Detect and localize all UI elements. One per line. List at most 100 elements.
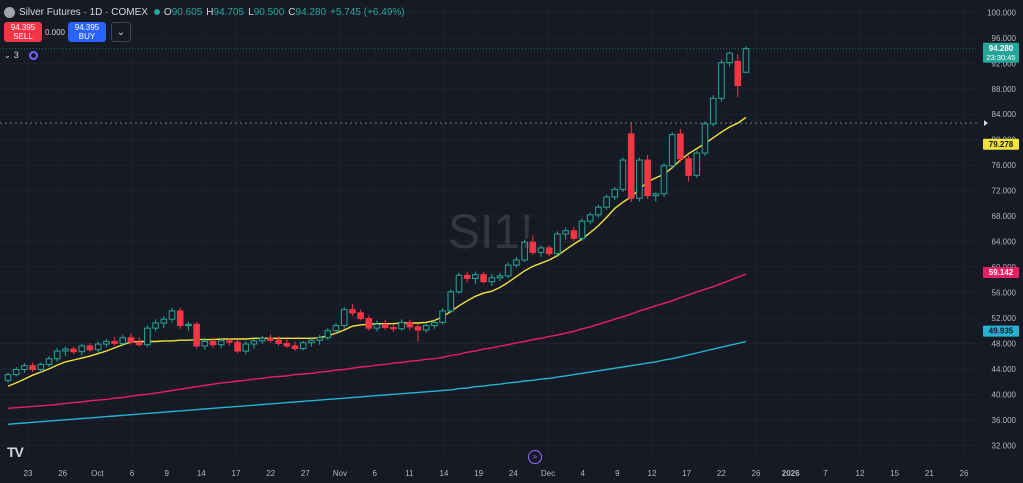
indicator-settings-icon[interactable]: [28, 50, 38, 60]
close-label: C: [288, 6, 296, 18]
candle-body: [595, 206, 602, 216]
candle-body: [152, 322, 159, 329]
ma-slow-badge-bg: [983, 325, 1019, 337]
ma-fast-badge-value: 79.278: [989, 140, 1014, 149]
x-tick-label: 15: [890, 469, 899, 478]
candle: [504, 262, 512, 279]
y-tick-label: 84.000: [992, 110, 1017, 119]
candle-body: [734, 60, 742, 87]
candle: [668, 132, 676, 169]
candle: [398, 319, 405, 331]
candle: [562, 227, 569, 240]
x-tick-label: 26: [58, 469, 67, 478]
y-tick-label: 76.000: [992, 161, 1017, 170]
candle-body: [636, 159, 643, 199]
buy-button[interactable]: 94.395 BUY: [68, 22, 106, 42]
ma-line-2: [7, 273, 747, 409]
time-axis[interactable]: 23 26 Oct 6 9 14 17 22 27 Nov 6 11 14 19 24 Dec 4 9 12 17 22…: [24, 469, 969, 478]
candle: [578, 218, 586, 241]
candle: [12, 366, 20, 377]
candle-body: [29, 365, 36, 371]
candle-body: [316, 337, 323, 341]
x-tick-label: 17: [682, 469, 691, 478]
chevron-down-icon: ⌄: [4, 50, 11, 60]
candle: [554, 231, 561, 256]
y-tick-label: 32.000: [992, 441, 1017, 450]
candle: [29, 362, 36, 373]
candle-body: [53, 350, 61, 360]
x-tick-label: 21: [925, 469, 934, 478]
candle: [586, 212, 594, 225]
candle: [316, 335, 323, 345]
candle: [357, 309, 364, 321]
candle-body: [718, 62, 725, 99]
sell-button[interactable]: 94.395 SELL: [4, 22, 42, 42]
x-tick-label: 26: [960, 469, 969, 478]
candle: [185, 321, 192, 331]
chevron-down-icon[interactable]: ⌄: [111, 22, 131, 42]
candle-body: [21, 365, 28, 371]
last-price-badge-value: 94.280: [989, 44, 1014, 53]
candle: [619, 157, 627, 192]
candle-body: [406, 321, 414, 328]
y-tick-label: 40.000: [992, 390, 1017, 399]
candle-body: [37, 363, 45, 371]
ma-fast-badge: 79.278: [983, 138, 1019, 150]
candle: [644, 154, 651, 199]
candle: [693, 150, 701, 178]
candle: [480, 272, 487, 284]
candle-body: [726, 52, 733, 64]
candle: [267, 334, 274, 343]
x-tick-label: 9: [164, 469, 169, 478]
candle-body: [168, 310, 176, 320]
candle: [127, 333, 135, 345]
x-tick-label: 14: [440, 469, 449, 478]
candle-body: [472, 274, 479, 279]
candle-body: [545, 247, 553, 255]
candle-body: [299, 342, 307, 350]
buy-price: 94.395: [74, 23, 100, 32]
candle: [349, 303, 356, 317]
candle-body: [644, 159, 651, 197]
candle-body: [480, 274, 487, 283]
indicators-toggle[interactable]: ⌄ 3: [4, 49, 38, 61]
candle: [135, 337, 143, 347]
candle: [94, 341, 102, 353]
y-tick-label: 36.000: [992, 416, 1017, 425]
x-tick-label: 22: [717, 469, 726, 478]
candle: [718, 59, 725, 102]
candle: [463, 271, 471, 283]
y-tick-label: 100.000: [987, 8, 1016, 17]
x-tick-label: Nov: [333, 469, 347, 478]
candle: [193, 321, 200, 349]
candle: [373, 320, 381, 332]
candle: [103, 338, 110, 348]
chart-grid: [0, 6, 977, 458]
candle: [365, 315, 373, 331]
x-tick-label: 4: [580, 469, 585, 478]
ma-slow-badge-value: 49.935: [989, 327, 1014, 336]
candle: [381, 319, 389, 331]
candle: [488, 274, 496, 287]
tradingview-logo-icon[interactable]: TV: [7, 444, 24, 460]
candle-body: [562, 230, 569, 235]
symbol-title[interactable]: Silver Futures · 1D · COMEX: [19, 6, 148, 18]
candle-body: [78, 345, 86, 353]
change-value: +5.745 (+6.49%): [330, 6, 405, 18]
candle-body: [619, 159, 627, 190]
candle: [513, 256, 520, 268]
go-to-date-icon[interactable]: »: [528, 450, 542, 464]
y-tick-label: 56.000: [992, 288, 1017, 297]
candle-body: [652, 193, 660, 197]
candle-body: [283, 342, 291, 347]
candle: [627, 121, 635, 203]
candle: [414, 324, 422, 342]
candle-body: [422, 325, 430, 331]
candle: [308, 337, 315, 347]
candle: [636, 157, 643, 202]
candle: [62, 346, 69, 357]
candle: [144, 325, 151, 348]
candle-body: [209, 340, 217, 346]
